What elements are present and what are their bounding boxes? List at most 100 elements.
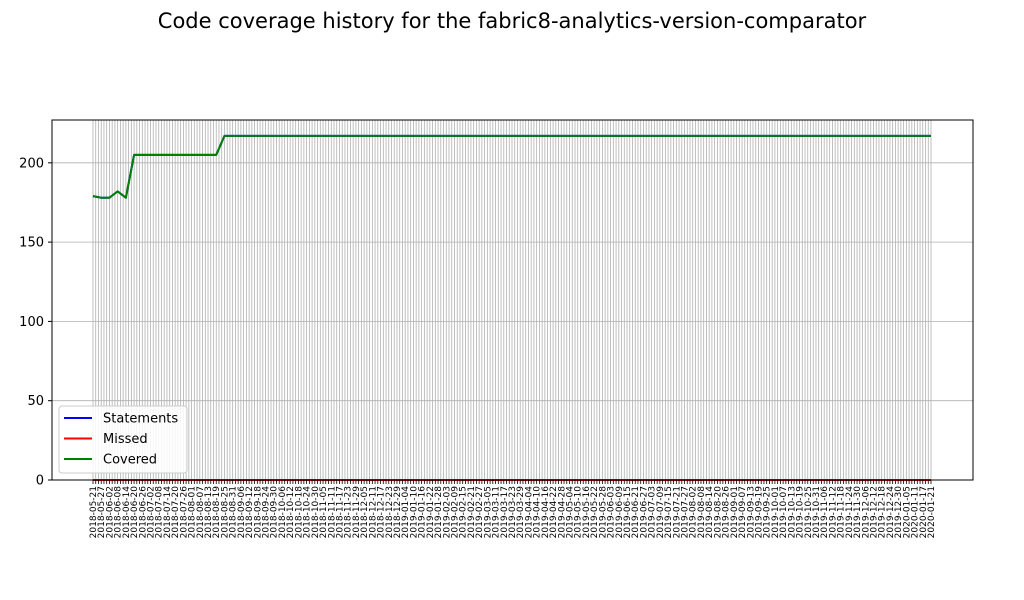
x-tick-label: 2020-01-17 [919,486,929,538]
x-tick-label: 2019-07-27 [681,486,691,538]
x-tick-label: 2018-12-11 [368,486,378,538]
x-tick-label: 2019-11-12 [828,486,838,538]
chart-title: Code coverage history for the fabric8-an… [158,9,867,33]
x-tick-label: 2018-10-30 [311,486,321,539]
x-tick-label: 2019-06-09 [615,486,625,539]
x-tick-label: 2019-02-09 [450,486,460,539]
x-tick-label: 2018-07-08 [155,486,165,539]
x-tick-label: 2019-04-04 [524,486,534,539]
x-tick-label: 2018-12-23 [385,486,395,538]
x-tick-label: 2019-02-03 [442,486,452,538]
x-tick-label: 2019-03-05 [483,486,493,538]
x-tick-label: 2020-01-21 [927,486,937,538]
x-tick-label: 2019-11-18 [837,486,847,539]
y-tick-label: 150 [19,236,44,251]
x-tick-label: 2018-10-24 [303,486,313,539]
x-tick-label: 2019-03-29 [516,486,526,539]
x-tick-label: 2019-05-16 [582,486,592,539]
x-tick-label: 2019-02-21 [467,486,477,538]
x-tick-label: 2019-11-24 [845,486,855,539]
x-tick-label: 2019-01-16 [418,486,428,539]
x-tick-label: 2019-01-22 [426,486,436,538]
x-tick-label: 2018-09-18 [253,486,263,539]
legend-entry: Missed [103,432,148,447]
y-tick-label: 200 [19,156,44,171]
y-tick-label: 100 [19,315,44,330]
x-tick-label: 2019-07-03 [648,486,658,538]
x-tick-label: 2019-05-04 [566,486,576,539]
x-tick-label: 2019-09-07 [738,486,748,538]
x-tick-label: 2019-03-11 [492,486,502,538]
x-tick-label: 2018-11-11 [327,486,337,538]
x-tick-label: 2019-04-22 [549,486,559,538]
x-tick-label: 2019-12-06 [861,486,871,539]
x-tick-label: 2019-12-30 [894,486,904,539]
x-tick-label: 2019-08-02 [689,486,699,538]
x-tick-label: 2018-10-12 [286,486,296,538]
x-tick-label: 2020-01-05 [902,486,912,538]
x-tick-label: 2020-01-11 [911,486,921,538]
x-tick-label: 2018-10-06 [278,486,288,539]
x-tick-label: 2019-10-19 [796,486,806,539]
x-tick-label: 2018-06-20 [130,486,140,539]
x-tick-label: 2019-01-28 [434,486,444,539]
x-tick-label: 2019-08-26 [722,486,732,539]
x-tick-label: 2019-09-01 [730,486,740,538]
x-tick-label: 2018-08-31 [229,486,239,538]
x-tick-label: 2019-08-20 [713,486,723,539]
x-tick-label: 2019-09-25 [763,486,773,538]
x-tick-label: 2019-05-22 [590,486,600,538]
x-tick-label: 2018-07-20 [171,486,181,539]
x-tick-label: 2018-07-14 [163,486,173,539]
x-tick-label: 2018-09-24 [262,486,272,539]
x-tick-label: 2019-10-01 [771,486,781,538]
x-tick-label: 2018-08-25 [220,486,230,538]
x-tick-label: 2019-01-04 [401,486,411,539]
x-axis: 2018-05-212018-05-272018-06-022018-06-08… [89,480,937,538]
x-tick-label: 2018-12-17 [377,486,387,538]
legend-entry: Statements [103,412,178,427]
x-tick-label: 2018-12-29 [393,486,403,539]
x-tick-label: 2019-05-10 [574,486,584,539]
plot-area [51,119,974,481]
x-tick-label: 2019-02-27 [475,486,485,538]
x-tick-label: 2018-07-02 [147,486,157,538]
x-tick-label: 2019-12-12 [869,486,879,538]
x-tick-label: 2018-06-02 [105,486,115,538]
x-tick-label: 2019-08-08 [697,486,707,539]
x-tick-label: 2019-03-23 [508,486,518,538]
x-tick-label: 2019-02-15 [459,486,469,538]
x-tick-label: 2018-08-13 [204,486,214,538]
x-tick-label: 2018-07-26 [179,486,189,539]
series-line-covered [92,134,931,199]
x-tick-label: 2018-11-29 [352,486,362,539]
x-tick-label: 2019-06-21 [631,486,641,538]
x-tick-label: 2019-06-27 [639,486,649,538]
x-tick-label: 2019-06-03 [607,486,617,538]
x-tick-label: 2019-09-13 [746,486,756,538]
legend-entry: Covered [103,453,157,468]
x-tick-label: 2018-06-26 [138,486,148,539]
legend-box [58,405,188,474]
x-tick-label: 2019-07-21 [672,486,682,538]
x-tick-label: 2018-08-07 [196,486,206,538]
x-tick-label: 2018-11-05 [319,486,329,538]
x-tick-label: 2018-08-01 [188,486,198,538]
x-tick-label: 2019-06-15 [623,486,633,538]
y-tick-label: 0 [36,474,44,489]
x-tick-label: 2018-06-08 [114,486,124,539]
x-tick-label: 2019-07-09 [656,486,666,539]
x-tick-label: 2019-05-28 [598,486,608,539]
x-tick-label: 2018-09-12 [245,486,255,538]
x-tick-label: 2019-01-10 [409,486,419,539]
x-tick-label: 2018-05-21 [89,486,99,538]
x-tick-label: 2019-10-07 [779,486,789,538]
x-tick-label: 2018-11-17 [335,486,345,538]
grid [52,120,973,481]
x-tick-label: 2019-07-15 [664,486,674,538]
x-tick-label: 2019-12-18 [878,486,888,539]
x-tick-label: 2018-09-06 [237,486,247,539]
x-tick-label: 2018-09-30 [270,486,280,539]
x-tick-label: 2019-11-06 [820,486,830,539]
